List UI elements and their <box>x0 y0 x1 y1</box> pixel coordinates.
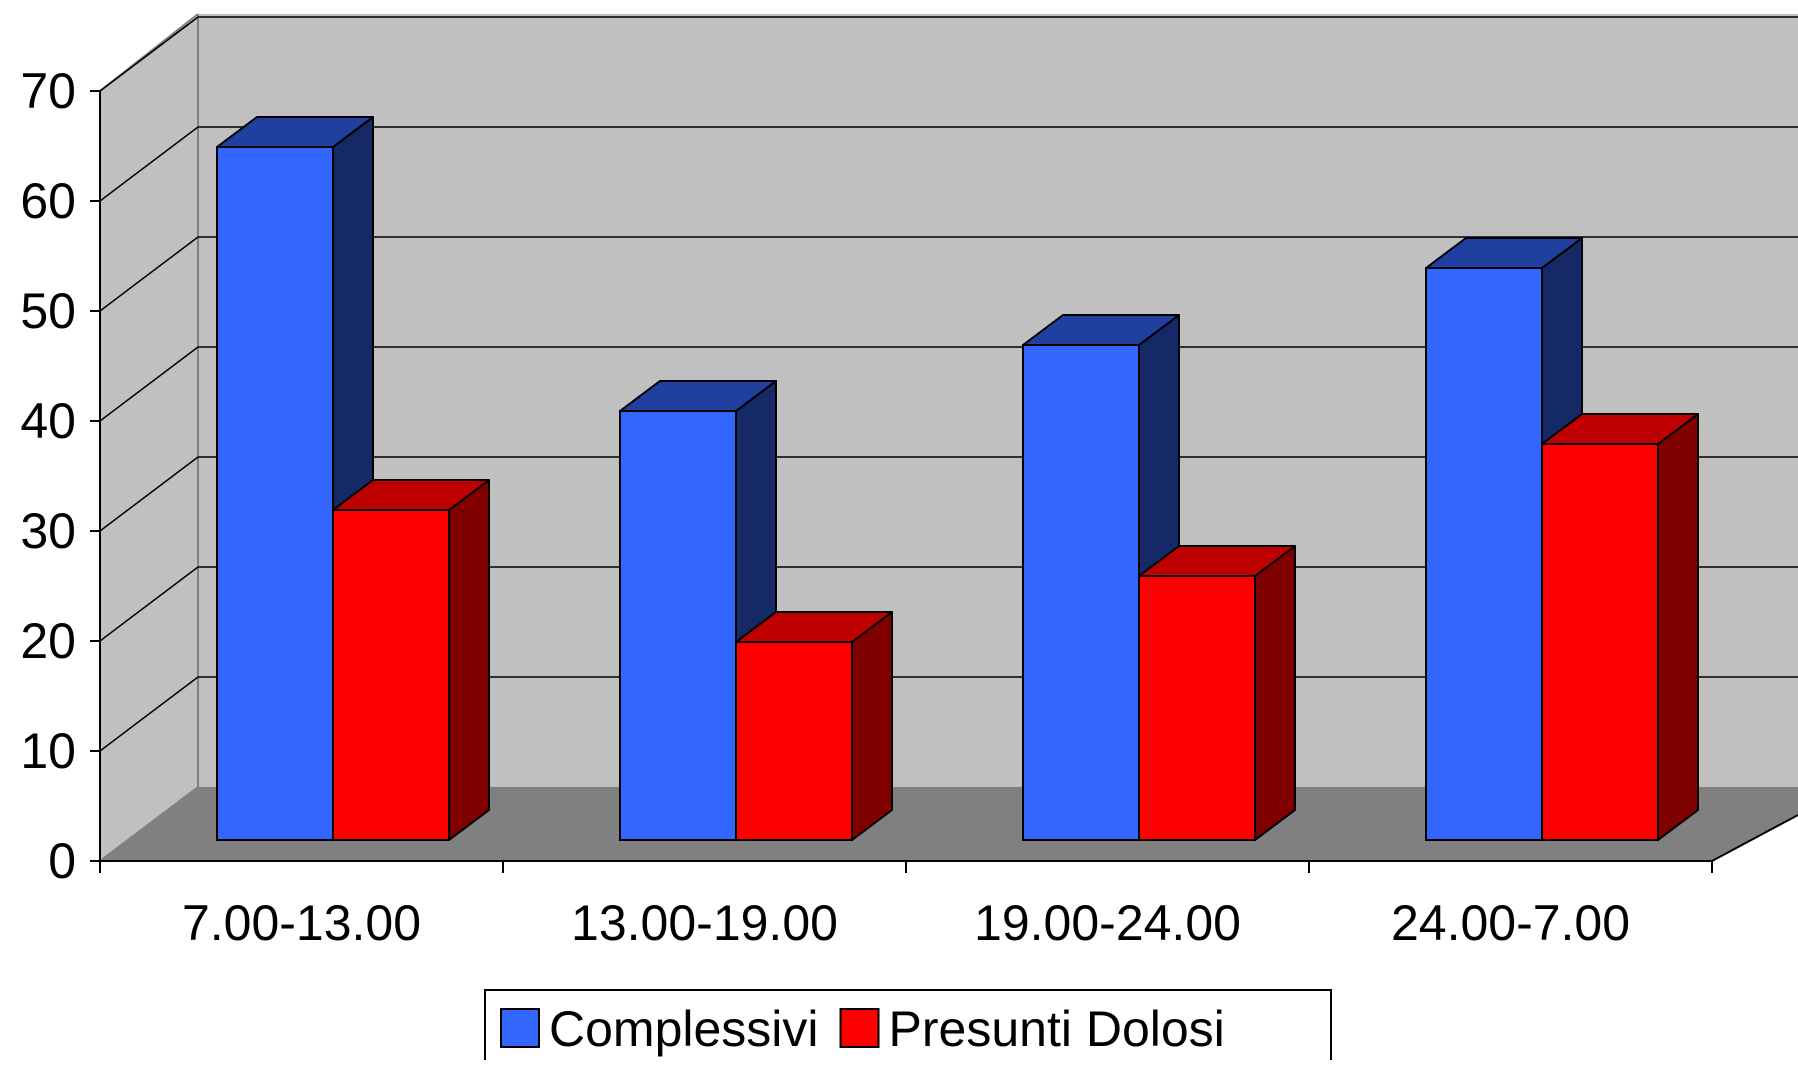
bars <box>216 116 1699 841</box>
side-wall <box>99 14 199 864</box>
chart-walls <box>99 13 1798 864</box>
bar-front <box>216 146 334 841</box>
chart-floor <box>100 787 1798 862</box>
bar-front <box>332 509 450 841</box>
gridline-side <box>99 236 199 312</box>
legend-box <box>484 989 1332 1065</box>
bar-side <box>1254 545 1296 841</box>
bar-side <box>448 479 490 841</box>
gridline-side <box>99 126 199 202</box>
bar-presunti-dolosi <box>735 611 893 841</box>
bar-presunti-dolosi <box>1541 413 1699 841</box>
gridline-side <box>99 16 199 92</box>
floor-edge <box>1711 814 1798 862</box>
bar-presunti-dolosi <box>1138 545 1296 841</box>
bar-front <box>1022 344 1140 841</box>
x-tick-label: 7.00-13.00 <box>182 895 421 951</box>
bar-front <box>619 410 737 841</box>
y-tick-label: 30 <box>20 503 76 559</box>
gridline-side <box>99 566 199 642</box>
floor <box>100 787 1798 861</box>
legend-label-presunti-dolosi: Presunti Dolosi <box>889 1001 1225 1057</box>
y-tick-label: 10 <box>20 723 76 779</box>
y-tick-label: 0 <box>48 833 76 889</box>
gridline-side <box>99 346 199 422</box>
legend: Complessivi Presunti Dolosi <box>484 989 1332 1065</box>
legend-label-complessivi: Complessivi <box>549 1001 819 1057</box>
legend-swatch-presunti-dolosi <box>839 1008 880 1048</box>
bar-side <box>1657 413 1699 841</box>
legend-swatch-complessivi <box>500 1008 540 1048</box>
x-tick-label: 24.00-7.00 <box>1391 895 1630 951</box>
x-tick-label: 19.00-24.00 <box>974 895 1241 951</box>
bar-side <box>851 611 893 841</box>
axes <box>90 90 1713 873</box>
y-tick-label: 40 <box>20 393 76 449</box>
y-tick-label: 60 <box>20 173 76 229</box>
gridline-side <box>99 676 199 752</box>
x-tick-label: 13.00-19.00 <box>571 895 838 951</box>
back-wall <box>198 14 1798 787</box>
bar-front <box>735 641 853 841</box>
bar-front <box>1138 575 1256 841</box>
y-tick-label: 50 <box>20 283 76 339</box>
bar-presunti-dolosi <box>332 479 490 841</box>
y-tick-label: 70 <box>20 63 76 119</box>
gridline-side <box>99 456 199 532</box>
bar-front <box>1425 267 1543 841</box>
y-tick-label: 20 <box>20 613 76 669</box>
bar-front <box>1541 443 1659 841</box>
tick-labels: 0 10 20 30 40 50 60 70 7.00-13.00 13.00-19.00 19.0… <box>20 63 1630 951</box>
